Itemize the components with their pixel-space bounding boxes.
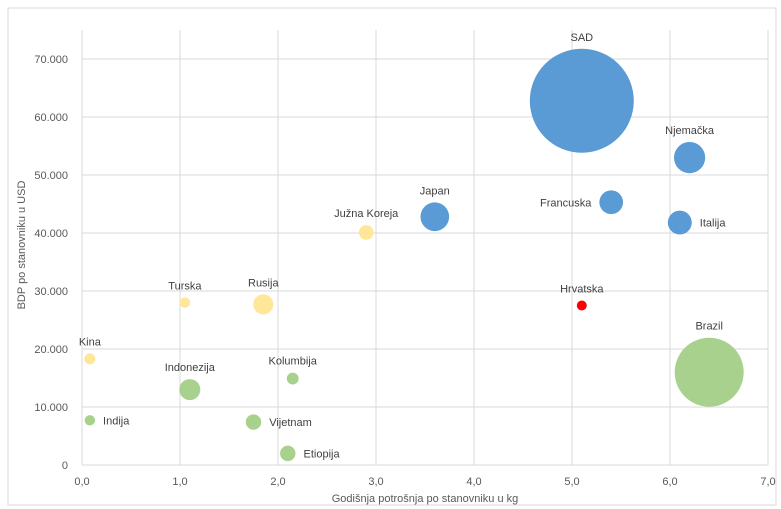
bubble-francuska: [599, 190, 624, 215]
bubble-label: Njemačka: [665, 125, 715, 137]
x-tick-label: 4,0: [466, 476, 481, 488]
x-tick-label: 2,0: [270, 476, 285, 488]
y-tick-label: 20.000: [34, 344, 68, 356]
y-tick-label: 50.000: [34, 170, 68, 182]
bubble-ju-na-koreja: [358, 225, 374, 240]
bubble-label: Indonezija: [165, 362, 216, 374]
x-tick-label: 6,0: [662, 476, 677, 488]
bubble-label: Italija: [700, 218, 727, 230]
bubble-kina: [84, 353, 96, 365]
bubble-label: Vijetnam: [269, 417, 312, 429]
y-tick-labels: 0 10.000 20.000 30.000 40.000 50.000 60.000 70.…: [34, 54, 68, 472]
y-axis-title: BDP po stanovniku u USD: [16, 181, 28, 310]
bubble-vijetnam: [245, 414, 262, 430]
x-tick-labels: 0,0 1,0 2,0 3,0 4,0 5,0 6,0 7,0: [74, 476, 775, 488]
bubble-rusija: [253, 294, 274, 315]
bubble-turska: [179, 297, 191, 308]
bubble-label: Južna Koreja: [334, 208, 399, 220]
x-tick-label: 5,0: [564, 476, 579, 488]
gridlines: [81, 30, 769, 466]
bubble-label: SAD: [570, 32, 593, 44]
bubble-label: Rusija: [248, 277, 279, 289]
bubble-japan: [420, 202, 450, 232]
y-tick-label: 70.000: [34, 54, 68, 66]
bubble-brazil: [674, 337, 744, 407]
bubble-label: Indija: [103, 415, 130, 427]
y-tick-label: 60.000: [34, 112, 68, 124]
bubble-sad: [529, 48, 634, 153]
x-tick-label: 7,0: [760, 476, 775, 488]
bubbles: [84, 48, 744, 462]
y-tick-label: 40.000: [34, 228, 68, 240]
y-tick-label: 10.000: [34, 402, 68, 414]
y-tick-label: 30.000: [34, 286, 68, 298]
bubble-labels: SAD Brazil Njemačka Japan Italija Francuska In…: [79, 32, 727, 461]
bubble-label: Francuska: [540, 197, 592, 209]
bubble-label: Etiopija: [304, 448, 341, 460]
bubble-label: Hrvatska: [560, 284, 604, 296]
bubble-kolumbija: [286, 372, 299, 385]
y-tick-label: 0: [62, 460, 68, 472]
x-tick-label: 1,0: [172, 476, 187, 488]
bubble-label: Brazil: [695, 321, 723, 333]
chart-frame: [7, 7, 777, 506]
bubble-label: Kina: [79, 336, 102, 348]
bubble-label: Kolumbija: [269, 356, 318, 368]
x-tick-label: 3,0: [368, 476, 383, 488]
x-tick-label: 0,0: [74, 476, 89, 488]
bubble-label: Turska: [168, 280, 202, 292]
bubble-njema-ka: [674, 142, 706, 174]
bubble-indija: [84, 415, 96, 426]
bubble-italija: [667, 210, 692, 235]
bubble-etiopija: [280, 445, 296, 462]
bubble-indonezija: [179, 379, 201, 401]
bubble-hrvatska: [576, 300, 587, 311]
x-axis-title: Godišnja potrošnja po stanovniku u kg: [332, 493, 519, 505]
bubble-label: Japan: [420, 185, 450, 197]
